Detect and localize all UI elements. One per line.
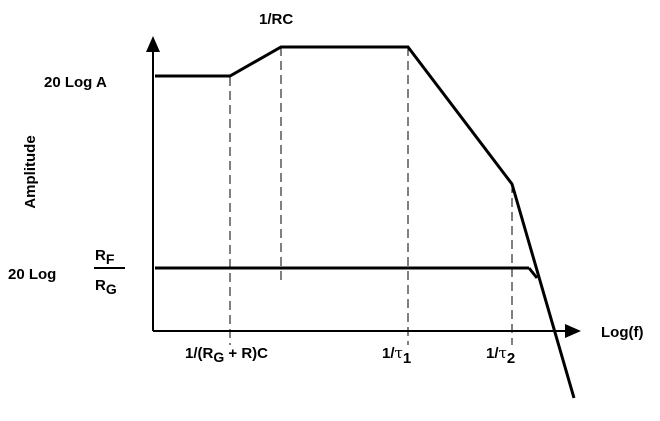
marker-rc-label: 1/RC [259,11,293,28]
level-high-label: 20 Log A [44,74,107,91]
amplitude-response-curve [155,45,576,399]
level-low-prefix: 20 Log [8,266,56,283]
low-level-line-end [527,267,539,279]
level-low-denominator: RG [95,277,117,297]
x-axis-label: Log(f) [601,324,643,341]
x-axis-arrow-icon [565,324,581,338]
level-low-label: 20 Log RF RG [8,247,125,297]
level-low-numerator: RF [95,247,115,267]
marker-tau2-label: 1/τ2 [486,344,515,367]
y-axis-label: Amplitude [22,135,39,208]
y-axis-arrow-icon [146,36,160,52]
marker-rg-r-c-label: 1/(RG + R)C [185,345,268,365]
marker-tau1-label: 1/τ1 [382,344,411,367]
